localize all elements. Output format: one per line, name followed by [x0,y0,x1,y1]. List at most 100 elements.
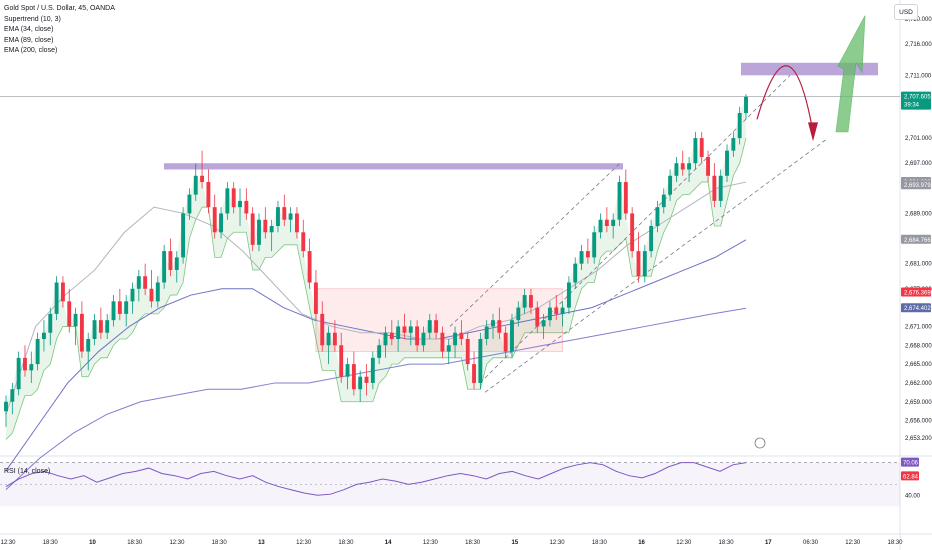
rsi-legend[interactable]: RSI (14, close) [4,468,51,475]
candle-body [434,320,439,333]
candle-body [636,251,641,277]
candle-body [383,332,388,346]
candle-body [541,320,546,327]
candle-body [263,219,268,233]
candle-body [427,320,432,333]
candle-body [105,320,110,333]
price-badge [901,180,931,190]
candle-body [687,163,692,170]
candle-body [326,332,331,346]
price-badge-label: 2,676.369 [904,291,931,297]
candle-body [307,251,312,283]
channel-lower-line [484,137,829,393]
time-tick-label: 18:30 [719,540,735,546]
candle-body [529,295,533,308]
candle-body [611,219,616,226]
candle-body [130,288,135,302]
candle-body [174,257,179,270]
candle-body [402,326,407,333]
candle-body [680,163,685,170]
time-axis[interactable]: 12:30 18:30 10 18:30 12:30 18:30 13 12:30 18:30 1… [0,540,903,546]
candle-body [320,313,325,346]
candle-body [472,364,476,383]
time-tick-label: 18:30 [592,540,608,546]
candle-body [604,219,609,226]
indicator-ema-34[interactable]: EMA (34, close) [4,26,54,33]
price-badge [901,303,931,313]
time-tick-label: 16 [638,540,645,546]
candle-body [225,188,230,214]
candle-body [149,288,154,302]
candle-body [718,175,723,201]
candle-body [630,213,635,252]
ema-200-line [5,307,747,491]
candle-body [377,345,382,358]
candle-body [155,282,160,302]
candle-body [389,332,394,339]
time-tick-label: 12:30 [423,540,439,546]
logo-icon [754,437,766,449]
candle-body [655,207,660,226]
candle-body [73,313,78,327]
candle-body [23,357,27,371]
candle-body [244,200,249,214]
indicator-supertrend[interactable]: Supertrend (10, 3) [4,15,61,23]
bullish-arrow [835,15,866,133]
candle-body [497,320,502,333]
rsi-pane[interactable]: 70.06 62.84 40.00 [0,457,921,507]
time-tick-label: 06:30 [803,540,819,546]
currency-button[interactable]: USD [894,4,918,20]
candle-body [136,276,141,289]
candle-body [4,401,8,412]
candle-body [617,182,622,220]
candle-body [269,226,274,233]
candle-body [250,213,255,245]
price-tick-label: 2,711.000 [905,73,932,79]
candle-body [421,332,426,346]
candle-body [522,295,527,308]
candle-body [453,332,458,346]
candle-body [598,219,603,233]
candle-body [491,320,495,327]
price-tick-label: 2,659.000 [905,400,932,406]
candle-body [219,213,223,233]
time-tick-label: 15 [512,540,519,546]
candle-body [111,301,116,321]
candle-body [585,251,590,258]
supertrend-fill [6,96,746,440]
candle-body [573,263,578,283]
rsi-axis-label: 40.00 [905,493,921,499]
channel-mid-line [449,162,621,327]
candle-body [351,364,356,390]
candle-body [313,282,318,314]
candle-body [200,175,205,183]
time-tick-label: 12:30 [676,540,692,546]
candle-body [238,200,242,208]
time-tick-label: 12:30 [296,540,312,546]
candle-body [478,339,483,383]
time-tick-label: 13 [258,540,265,546]
candle-body [16,357,21,390]
rsi-badge-label: 62.84 [903,474,919,480]
price-badge-label: 2,674.402 [904,306,931,312]
candle-body [699,138,704,157]
price-tick-label: 2,681.000 [905,262,932,268]
indicator-ema-200[interactable]: EMA (200, close) [4,47,58,54]
candle-body [332,332,337,346]
price-axis[interactable]: 2,720.000 2,716.000 2,711.000 2,701.000 2,69… [901,17,932,442]
symbol-title[interactable]: Gold Spot / U.S. Dollar, 45, OANDA [4,5,115,12]
rsi-badge-label: 70.06 [903,461,919,467]
time-tick-label: 18:30 [127,540,143,546]
price-tick-label: 2,668.000 [905,343,932,349]
candle-body [212,207,217,233]
candle-body [547,307,552,321]
candle-body [465,339,470,365]
candle-body [560,307,565,314]
price-tick-label: 2,720.000 [905,17,932,23]
supertrend-line [5,138,747,440]
indicator-ema-89[interactable]: EMA (89, close) [4,36,54,44]
candle-body [510,320,514,352]
candle-body [516,307,521,321]
